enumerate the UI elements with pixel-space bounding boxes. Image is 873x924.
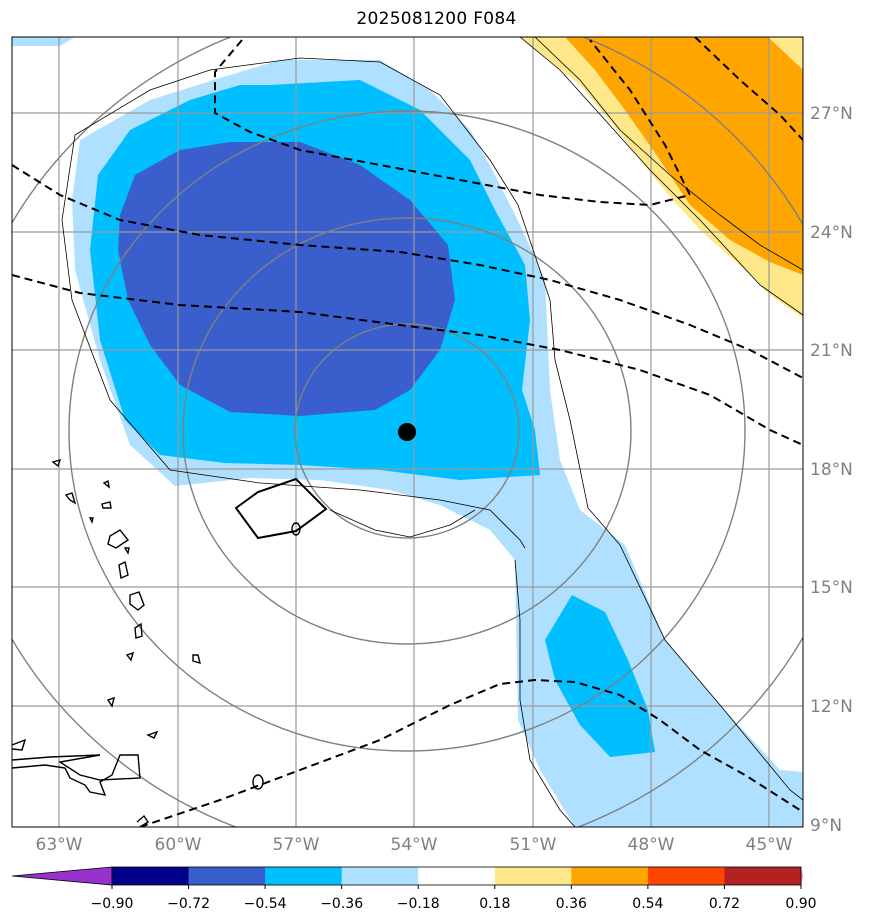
- lat-label: 15°N: [810, 578, 853, 598]
- lat-label: 12°N: [810, 697, 853, 717]
- colorbar-tick-label: 0.72: [709, 896, 740, 912]
- sky-blue-south-blob: [545, 595, 655, 757]
- plot-frame: [11, 36, 804, 828]
- storm-center-marker: [398, 423, 416, 441]
- lat-label: 18°N: [810, 460, 853, 480]
- lon-label: 63°W: [36, 835, 83, 855]
- lat-label: 21°N: [810, 341, 853, 361]
- colorbar-tick-label: −0.72: [167, 896, 210, 912]
- colorbar-tick-label: 0.54: [632, 896, 663, 912]
- royal-blue-region: [118, 142, 455, 416]
- colorbar: −0.90 −0.72 −0.54 −0.36 −0.18 0.18 0.36 0.54 0.7…: [11, 866, 817, 912]
- colorbar-tick-label: −0.36: [320, 896, 363, 912]
- colorbar-tick-label: −0.54: [244, 896, 287, 912]
- orange-region: [565, 37, 803, 275]
- colorbar-tick-label: 0.36: [556, 896, 587, 912]
- colorbar-cell: [571, 867, 649, 885]
- colorbar-tick-label: 0.90: [785, 896, 816, 912]
- colorbar-tick-label: −0.90: [91, 896, 134, 912]
- colorbar-cell: [188, 867, 266, 885]
- graticule: [12, 37, 803, 827]
- lon-label: 48°W: [628, 835, 675, 855]
- thin-contours: [61, 37, 803, 827]
- colorbar-cell: [341, 867, 419, 885]
- longitude-labels: 63°W 60°W 57°W 54°W 51°W 48°W 45°W: [36, 835, 793, 855]
- lon-label: 60°W: [155, 835, 202, 855]
- colorbar-extend-high: [801, 867, 803, 885]
- colorbar-cell: [265, 867, 343, 885]
- lon-label: 57°W: [273, 835, 320, 855]
- light-blue-corner: [12, 37, 75, 46]
- colorbar-extend-low: [11, 866, 113, 886]
- map-title: 2025081200 F084: [356, 9, 517, 29]
- colorbar-cell: [112, 867, 190, 885]
- coastlines: [12, 458, 328, 827]
- latitude-labels: 9°N 12°N 15°N 18°N 21°N 24°N 27°N: [810, 104, 853, 836]
- lon-label: 51°W: [510, 835, 557, 855]
- lon-label: 45°W: [746, 835, 793, 855]
- lat-label: 24°N: [810, 223, 853, 243]
- colorbar-tick-label: 0.18: [479, 896, 510, 912]
- lat-label: 27°N: [810, 104, 853, 124]
- colorbar-cell: [418, 867, 496, 885]
- colorbar-tick-label: −0.18: [397, 896, 440, 912]
- dashed-contours: [12, 37, 803, 827]
- lat-label: 9°N: [810, 816, 842, 836]
- colorbar-cell: [647, 867, 725, 885]
- range-rings: [12, 37, 803, 827]
- colorbar-cell: [724, 867, 802, 885]
- colorbar-cell: [494, 867, 572, 885]
- anomaly-shading: [12, 37, 803, 827]
- lon-label: 54°W: [391, 835, 438, 855]
